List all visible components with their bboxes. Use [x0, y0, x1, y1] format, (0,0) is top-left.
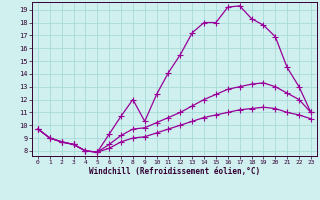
X-axis label: Windchill (Refroidissement éolien,°C): Windchill (Refroidissement éolien,°C)	[89, 167, 260, 176]
